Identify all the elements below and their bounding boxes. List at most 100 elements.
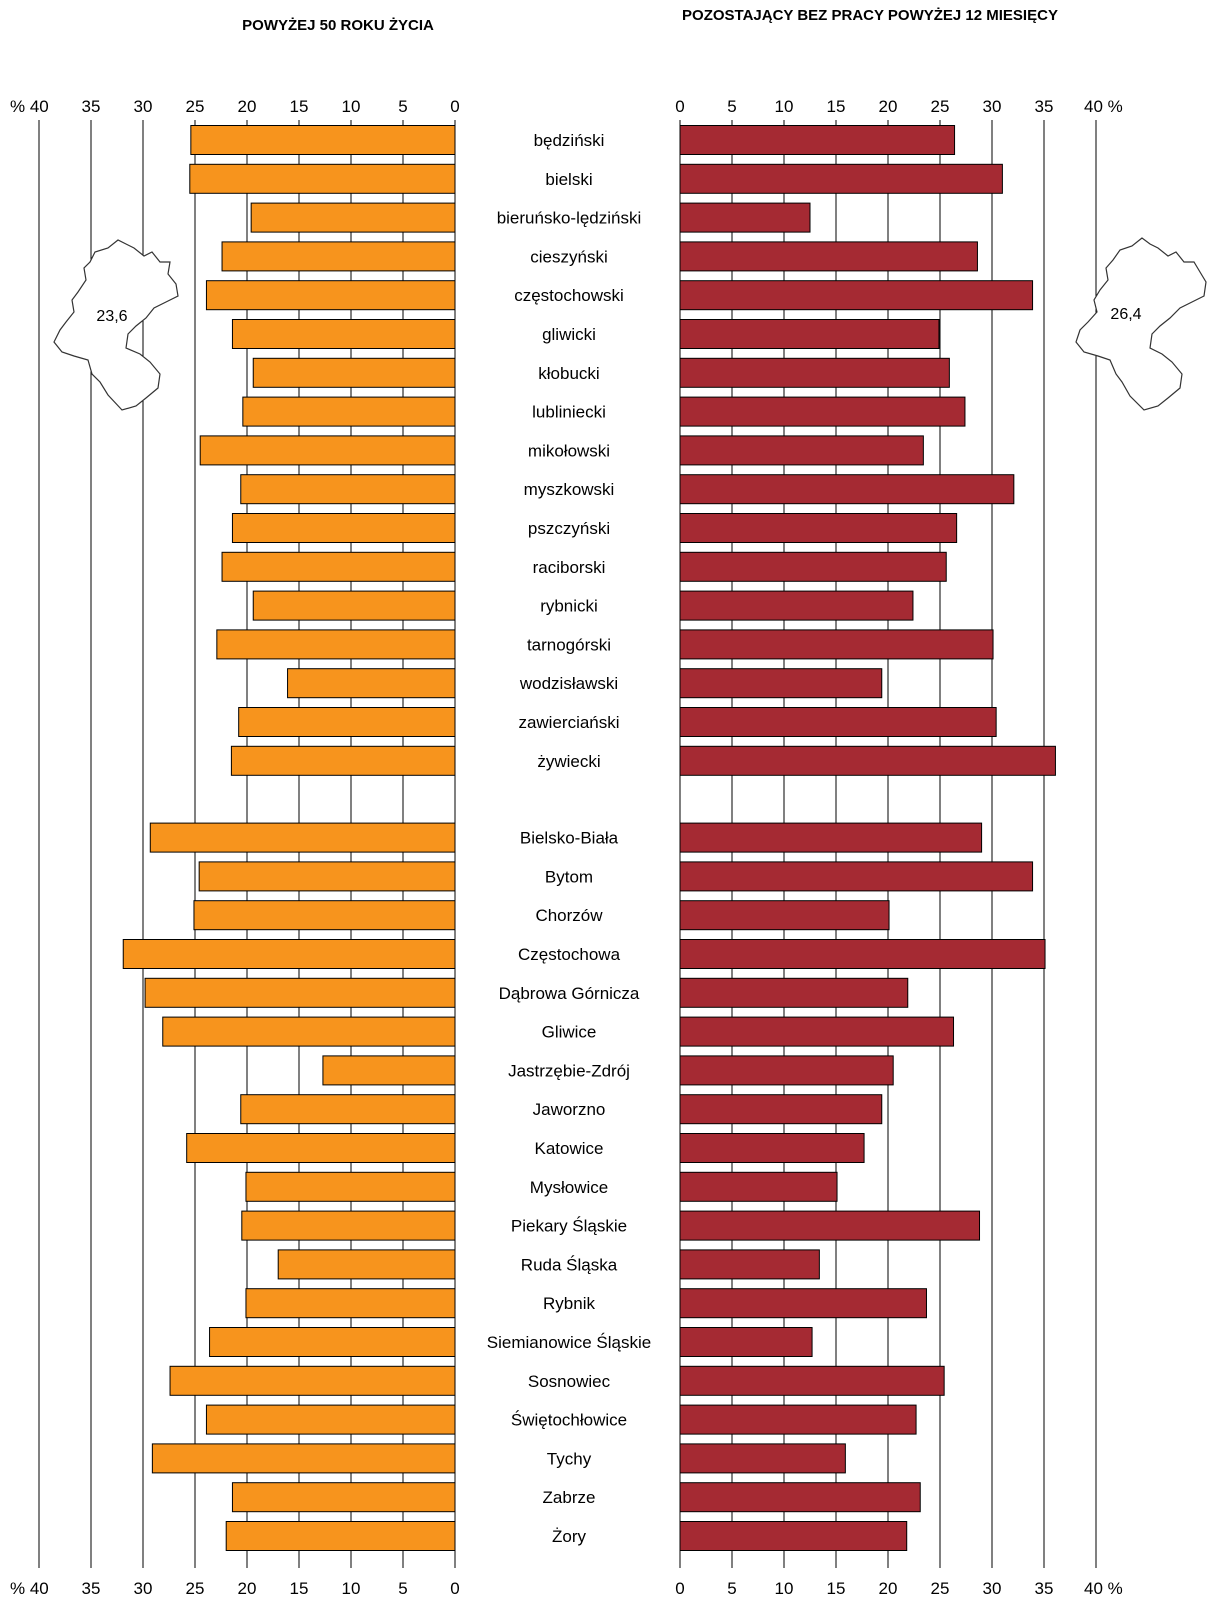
right-tick-label: 15 (827, 1579, 846, 1598)
right-bar (679, 1210, 981, 1241)
right-bar (679, 939, 1046, 969)
right-region-map: 26,4 (1075, 237, 1207, 411)
right-bar (679, 1327, 813, 1357)
right-bar (679, 163, 1003, 194)
left-tick-label: 30 (134, 97, 153, 116)
left-bar (240, 1094, 456, 1125)
right-chart-title: POZOSTAJĄCY BEZ PRACY POWYŻEJ 12 MIESIĘC… (682, 7, 1058, 24)
left-bar (231, 319, 456, 349)
right-tick-label: 5 (727, 1579, 736, 1598)
left-axis-ticks-bottom: % 40 35 30 25 20 15 10 5 0 (10, 1579, 460, 1598)
category-label: Bytom (545, 867, 593, 886)
left-tick-label: 30 (134, 1579, 153, 1598)
right-bar (679, 1365, 945, 1396)
left-bar (221, 551, 456, 582)
right-tick-label: 25 (931, 97, 950, 116)
category-label: Jastrzębie-Zdrój (508, 1061, 630, 1080)
category-label: Jaworzno (533, 1100, 606, 1119)
right-bar (679, 1482, 921, 1513)
right-bar (679, 319, 940, 349)
right-bar (679, 474, 1015, 505)
right-bar (679, 202, 811, 233)
left-region-map: 23,6 (53, 239, 179, 411)
right-tick-label: 15 (827, 97, 846, 116)
left-bar (186, 1133, 456, 1163)
left-tick-label: 10 (342, 1579, 361, 1598)
left-bar (216, 629, 456, 660)
category-label: Żory (552, 1527, 587, 1546)
right-tick-label: 35 (1035, 1579, 1054, 1598)
left-axis-ticks-top: % 40 35 30 25 20 15 10 5 0 (10, 97, 460, 116)
left-bar (189, 163, 456, 194)
right-bar (679, 551, 947, 582)
left-tick-label: % 40 (10, 97, 49, 116)
category-label: pszczyński (528, 519, 610, 538)
right-tick-label: 10 (775, 1579, 794, 1598)
left-tick-label: 35 (82, 1579, 101, 1598)
right-bar (679, 861, 1034, 892)
left-bar (190, 125, 456, 155)
category-label: częstochowski (514, 286, 624, 305)
category-label: Piekary Śląskie (511, 1217, 627, 1236)
left-bar (198, 861, 456, 892)
right-bar (679, 668, 883, 699)
category-label: Dąbrowa Górnicza (499, 984, 640, 1003)
left-region-value: 23,6 (96, 308, 127, 325)
category-label: tarnogórski (527, 635, 611, 654)
right-tick-label: 0 (675, 97, 684, 116)
right-bar (679, 707, 997, 737)
left-bar (252, 590, 456, 621)
category-label: żywiecki (537, 752, 600, 771)
category-label: Świętochłowice (511, 1411, 627, 1430)
left-bar (240, 474, 456, 505)
left-bar (193, 900, 456, 931)
category-label: Bielsko-Biała (520, 829, 619, 848)
right-bar (679, 435, 924, 466)
category-label: zawierciański (518, 713, 619, 732)
left-bar (231, 1482, 456, 1513)
right-tick-label: 5 (727, 97, 736, 116)
category-label: lubliniecki (532, 403, 606, 422)
left-tick-label: % 40 (10, 1579, 49, 1598)
left-bar (205, 1404, 456, 1435)
left-bar (209, 1327, 456, 1357)
category-labels: będziński bielski bieruńsko-lędziński ciesz… (487, 131, 651, 1546)
left-bar (122, 939, 456, 969)
category-label: rybnicki (540, 597, 598, 616)
left-bar (252, 357, 456, 388)
category-label: bieruńsko-lędziński (497, 209, 642, 228)
category-label: gliwicki (542, 325, 596, 344)
category-label: mikołowski (528, 441, 610, 460)
left-bar (230, 745, 456, 776)
right-bar (679, 280, 1034, 311)
category-label: raciborski (533, 558, 606, 577)
right-bar (679, 1171, 838, 1202)
right-bar (679, 1133, 865, 1163)
right-bar (679, 900, 890, 931)
left-bar (277, 1249, 456, 1280)
right-region-value: 26,4 (1110, 306, 1141, 323)
left-bars (122, 125, 456, 1551)
left-chart-title: POWYŻEJ 50 ROKU ŻYCIA (242, 17, 434, 34)
left-bar (231, 513, 456, 543)
right-tick-label: 30 (983, 97, 1002, 116)
right-tick-label: 35 (1035, 97, 1054, 116)
left-tick-label: 20 (238, 1579, 257, 1598)
left-bar (199, 435, 456, 466)
right-tick-label: 40 % (1084, 97, 1123, 116)
silesia-map-outline-left (53, 239, 179, 411)
right-axis-ticks-top: 0 5 10 15 20 25 30 35 40 % (675, 97, 1122, 116)
right-bar (679, 1404, 917, 1435)
left-tick-label: 20 (238, 97, 257, 116)
right-axis-ticks-bottom: 0 5 10 15 20 25 30 35 40 % (675, 1579, 1122, 1598)
left-bar (245, 1288, 456, 1319)
right-bar (679, 1443, 846, 1474)
right-bar (679, 822, 983, 853)
right-tick-label: 10 (775, 97, 794, 116)
right-tick-label: 25 (931, 1579, 950, 1598)
left-bar (144, 977, 456, 1008)
left-tick-label: 25 (186, 1579, 205, 1598)
category-label: Chorzów (535, 906, 603, 925)
right-tick-label: 30 (983, 1579, 1002, 1598)
category-label: Tychy (547, 1449, 592, 1468)
